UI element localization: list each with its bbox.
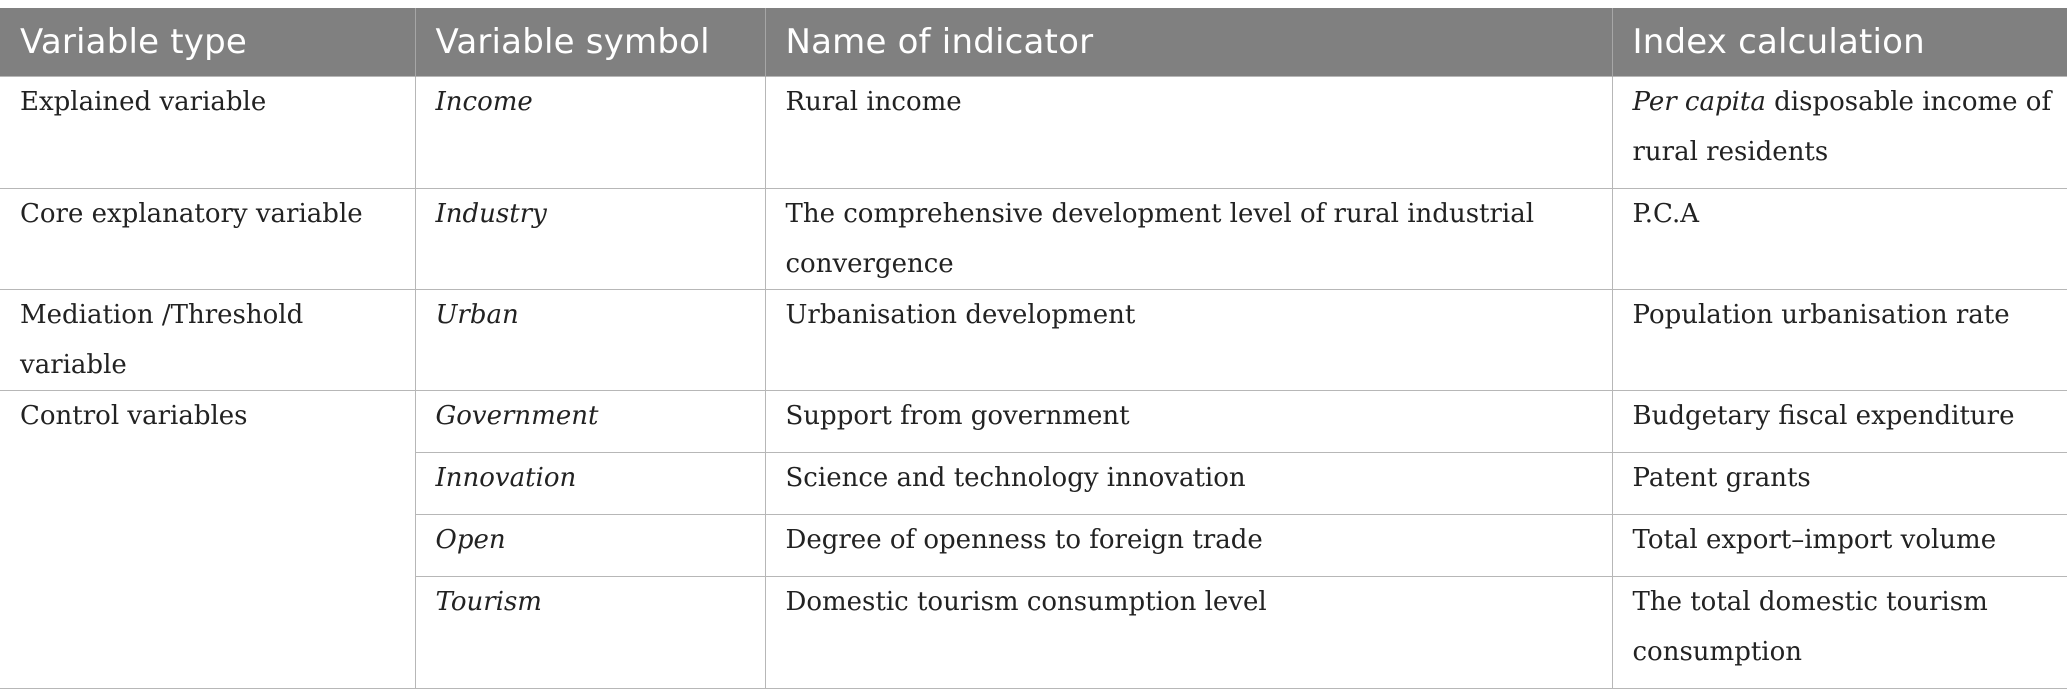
cell-text: Domestic tourism consumption level xyxy=(785,587,1267,617)
header-variable-type: Variable type xyxy=(0,8,416,77)
cell-text: Population urbanisation rate xyxy=(1632,300,2010,330)
table-row: Core explanatory variable Industry The c… xyxy=(0,188,2067,290)
cell-text: Per capita disposable income of rural re… xyxy=(1633,77,2054,177)
table-header: Variable type Variable symbol Name of in… xyxy=(0,8,2067,77)
table-body: Explained variable Income Rural income P… xyxy=(0,76,2067,689)
cell-text-rest: disposable income of rural residents xyxy=(1632,87,2052,167)
cell-indicator-name: Support from government xyxy=(764,390,1613,453)
cell-text: Innovation xyxy=(435,463,577,493)
cell-text: Control variables xyxy=(20,401,248,431)
table-row: Mediation /Threshold variable Urban Urba… xyxy=(0,289,2067,391)
cell-indicator-name: Urbanisation development xyxy=(764,289,1613,391)
cell-text: Total export–import volume xyxy=(1632,525,1997,555)
cell-variable-symbol: Industry xyxy=(414,188,766,290)
cell-text: Core explanatory variable xyxy=(20,199,363,229)
cell-indicator-name: Rural income xyxy=(764,76,1613,189)
cell-variable-symbol: Income xyxy=(414,76,766,189)
table-row: Open Degree of openness to foreign trade… xyxy=(0,514,2067,577)
cell-text: Tourism xyxy=(435,587,542,617)
cell-text: Science and technology innovation xyxy=(785,463,1246,493)
cell-text: Support from government xyxy=(785,401,1130,431)
cell-variable-type: Core explanatory variable xyxy=(0,188,416,290)
cell-text: P.C.A xyxy=(1632,199,1700,229)
cell-indicator-name: Degree of openness to foreign trade xyxy=(764,514,1613,577)
cell-variable-type: Control variables xyxy=(0,390,416,689)
cell-text: Government xyxy=(435,401,599,431)
cell-text: Open xyxy=(435,525,506,555)
cell-index-calculation: The total domestic tourism consumption xyxy=(1611,576,2067,689)
table-row: Control variables Government Support fro… xyxy=(0,390,2067,689)
cell-variable-symbol: Tourism xyxy=(415,576,766,689)
cell-variable-type: Mediation /Threshold variable xyxy=(0,289,416,391)
cell-variable-symbol: Government xyxy=(414,390,766,453)
header-index-calculation: Index calculation xyxy=(1612,8,2067,77)
cell-index-calculation: P.C.A xyxy=(1611,188,2067,290)
header-row: Variable type Variable symbol Name of in… xyxy=(0,8,2067,77)
variables-table: Variable type Variable symbol Name of in… xyxy=(0,8,2067,689)
cell-text: Budgetary fiscal expenditure xyxy=(1632,401,2015,431)
cell-variable-type: Explained variable xyxy=(0,76,416,189)
cell-text: The total domestic tourism consumption xyxy=(1632,587,1988,667)
cell-text: Urban xyxy=(435,300,519,330)
cell-text: Industry xyxy=(435,199,547,229)
cell-index-calculation: Budgetary fiscal expenditure xyxy=(1611,390,2067,453)
cell-index-calculation: Total export–import volume xyxy=(1611,514,2067,577)
cell-text: The comprehensive development level of r… xyxy=(785,199,1535,279)
cell-variable-symbol: Urban xyxy=(414,289,766,391)
cell-indicator-name: The comprehensive development level of r… xyxy=(764,188,1613,290)
cell-indicator-name: Science and technology innovation xyxy=(764,452,1613,515)
cell-index-calculation: Per capita disposable income of rural re… xyxy=(1611,76,2067,189)
cell-text: Patent grants xyxy=(1632,463,1811,493)
variables-table-container: Variable type Variable symbol Name of in… xyxy=(0,8,2067,689)
cell-text: Income xyxy=(435,87,533,117)
italic-text: Per capita xyxy=(1632,87,1766,117)
cell-text: Mediation /Threshold variable xyxy=(20,300,304,380)
header-variable-symbol: Variable symbol xyxy=(415,8,766,77)
table-row: Explained variable Income Rural income P… xyxy=(0,76,2067,189)
cell-text: Degree of openness to foreign trade xyxy=(785,525,1263,555)
cell-text: Explained variable xyxy=(20,87,267,117)
cell-variable-symbol: Innovation xyxy=(415,452,766,515)
cell-text: Rural income xyxy=(785,87,962,117)
cell-text: Urbanisation development xyxy=(785,300,1136,330)
cell-index-calculation: Patent grants xyxy=(1611,452,2067,515)
header-name-of-indicator: Name of indicator xyxy=(765,8,1613,77)
cell-indicator-name: Domestic tourism consumption level xyxy=(764,576,1613,689)
cell-index-calculation: Population urbanisation rate xyxy=(1611,289,2067,391)
cell-variable-symbol: Open xyxy=(415,514,766,577)
